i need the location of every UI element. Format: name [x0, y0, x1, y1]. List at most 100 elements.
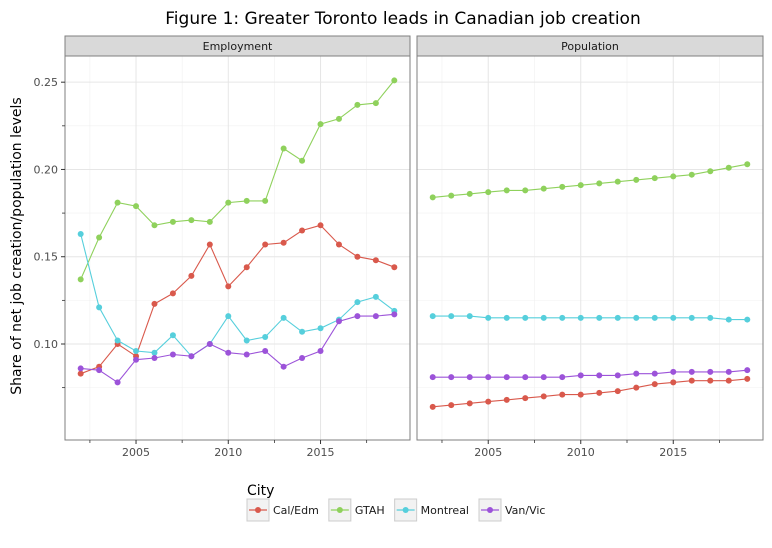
data-point	[744, 161, 751, 168]
data-point	[429, 194, 436, 201]
data-point	[299, 157, 306, 164]
data-point	[540, 185, 547, 192]
data-point	[280, 363, 287, 370]
legend-key-point	[255, 507, 261, 513]
data-point	[725, 316, 732, 323]
data-point	[670, 314, 677, 321]
data-point	[614, 314, 621, 321]
data-point	[688, 377, 695, 384]
x-tick-label: 2015	[659, 446, 687, 459]
data-point	[77, 365, 84, 372]
legend-item-gtah: GTAH	[328, 498, 385, 522]
data-point	[503, 187, 510, 194]
data-point	[77, 231, 84, 238]
data-point	[725, 377, 732, 384]
data-point	[559, 391, 566, 398]
data-point	[670, 379, 677, 386]
data-point	[280, 239, 287, 246]
legend-key-point	[487, 507, 493, 513]
x-tick-label: 2005	[122, 446, 150, 459]
data-point	[372, 100, 379, 107]
data-point	[707, 377, 714, 384]
data-point	[651, 175, 658, 182]
data-point	[614, 372, 621, 379]
gridlines	[65, 56, 410, 440]
data-point	[96, 304, 103, 311]
data-point	[317, 121, 324, 128]
data-point	[540, 374, 547, 381]
data-point	[577, 314, 584, 321]
data-point	[225, 313, 232, 320]
data-point	[391, 264, 398, 271]
series-montreal	[77, 231, 398, 360]
data-point	[429, 403, 436, 410]
panel-employment: Employment 2005 2010 2015 0.10 0.15 0.20 0.25	[34, 35, 411, 459]
data-point	[485, 398, 492, 405]
y-tick-label: 0.10	[34, 338, 59, 351]
data-point	[466, 374, 473, 381]
data-point	[151, 222, 158, 229]
x-tick-label: 2005	[474, 446, 502, 459]
data-point	[262, 347, 269, 354]
data-point	[206, 218, 213, 225]
data-point	[448, 402, 455, 409]
data-point	[744, 316, 751, 323]
series-gtah	[429, 161, 751, 201]
data-point	[77, 370, 84, 377]
data-point	[280, 314, 287, 321]
data-point	[633, 384, 640, 391]
data-point	[466, 400, 473, 407]
data-point	[243, 337, 250, 344]
data-point	[391, 77, 398, 84]
data-point	[651, 314, 658, 321]
data-point	[77, 276, 84, 283]
data-point	[633, 370, 640, 377]
data-point	[540, 314, 547, 321]
data-point	[688, 171, 695, 178]
data-point	[707, 314, 714, 321]
data-point	[206, 341, 213, 347]
data-point	[133, 347, 140, 354]
data-point	[503, 314, 510, 321]
legend-label: Van/Vic	[505, 504, 545, 517]
data-point	[651, 370, 658, 377]
data-point	[725, 368, 732, 375]
data-point	[151, 300, 158, 307]
data-point	[577, 372, 584, 379]
data-point	[262, 241, 269, 248]
data-point	[522, 374, 529, 381]
y-tick-label: 0.20	[34, 163, 59, 176]
data-point	[577, 391, 584, 398]
x-tick-label: 2010	[567, 446, 595, 459]
x-tick-label: 2015	[307, 446, 335, 459]
data-point	[577, 182, 584, 189]
data-point	[169, 218, 176, 225]
series-montreal	[429, 313, 751, 323]
data-point	[670, 173, 677, 180]
data-point	[206, 241, 213, 248]
data-point	[243, 197, 250, 204]
legend-item-montreal: Montreal	[394, 498, 469, 522]
data-point	[243, 351, 250, 358]
data-point	[188, 272, 195, 279]
data-point	[448, 313, 455, 320]
data-point	[540, 393, 547, 400]
data-point	[448, 192, 455, 199]
data-point	[317, 222, 324, 229]
data-point	[372, 313, 379, 320]
data-point	[614, 178, 621, 185]
data-point	[225, 199, 232, 206]
data-point	[299, 328, 306, 335]
data-point	[485, 314, 492, 321]
data-point	[614, 388, 621, 395]
legend-item-cal-edm: Cal/Edm	[246, 498, 319, 522]
data-point	[151, 349, 158, 356]
legend-key-point	[336, 507, 343, 513]
data-point	[262, 197, 269, 204]
legend-key-point	[402, 507, 409, 513]
data-point	[225, 283, 232, 290]
data-point	[503, 374, 510, 381]
panel-border	[64, 55, 411, 441]
series-line-van-vic	[80, 313, 395, 384]
data-point	[188, 353, 195, 360]
